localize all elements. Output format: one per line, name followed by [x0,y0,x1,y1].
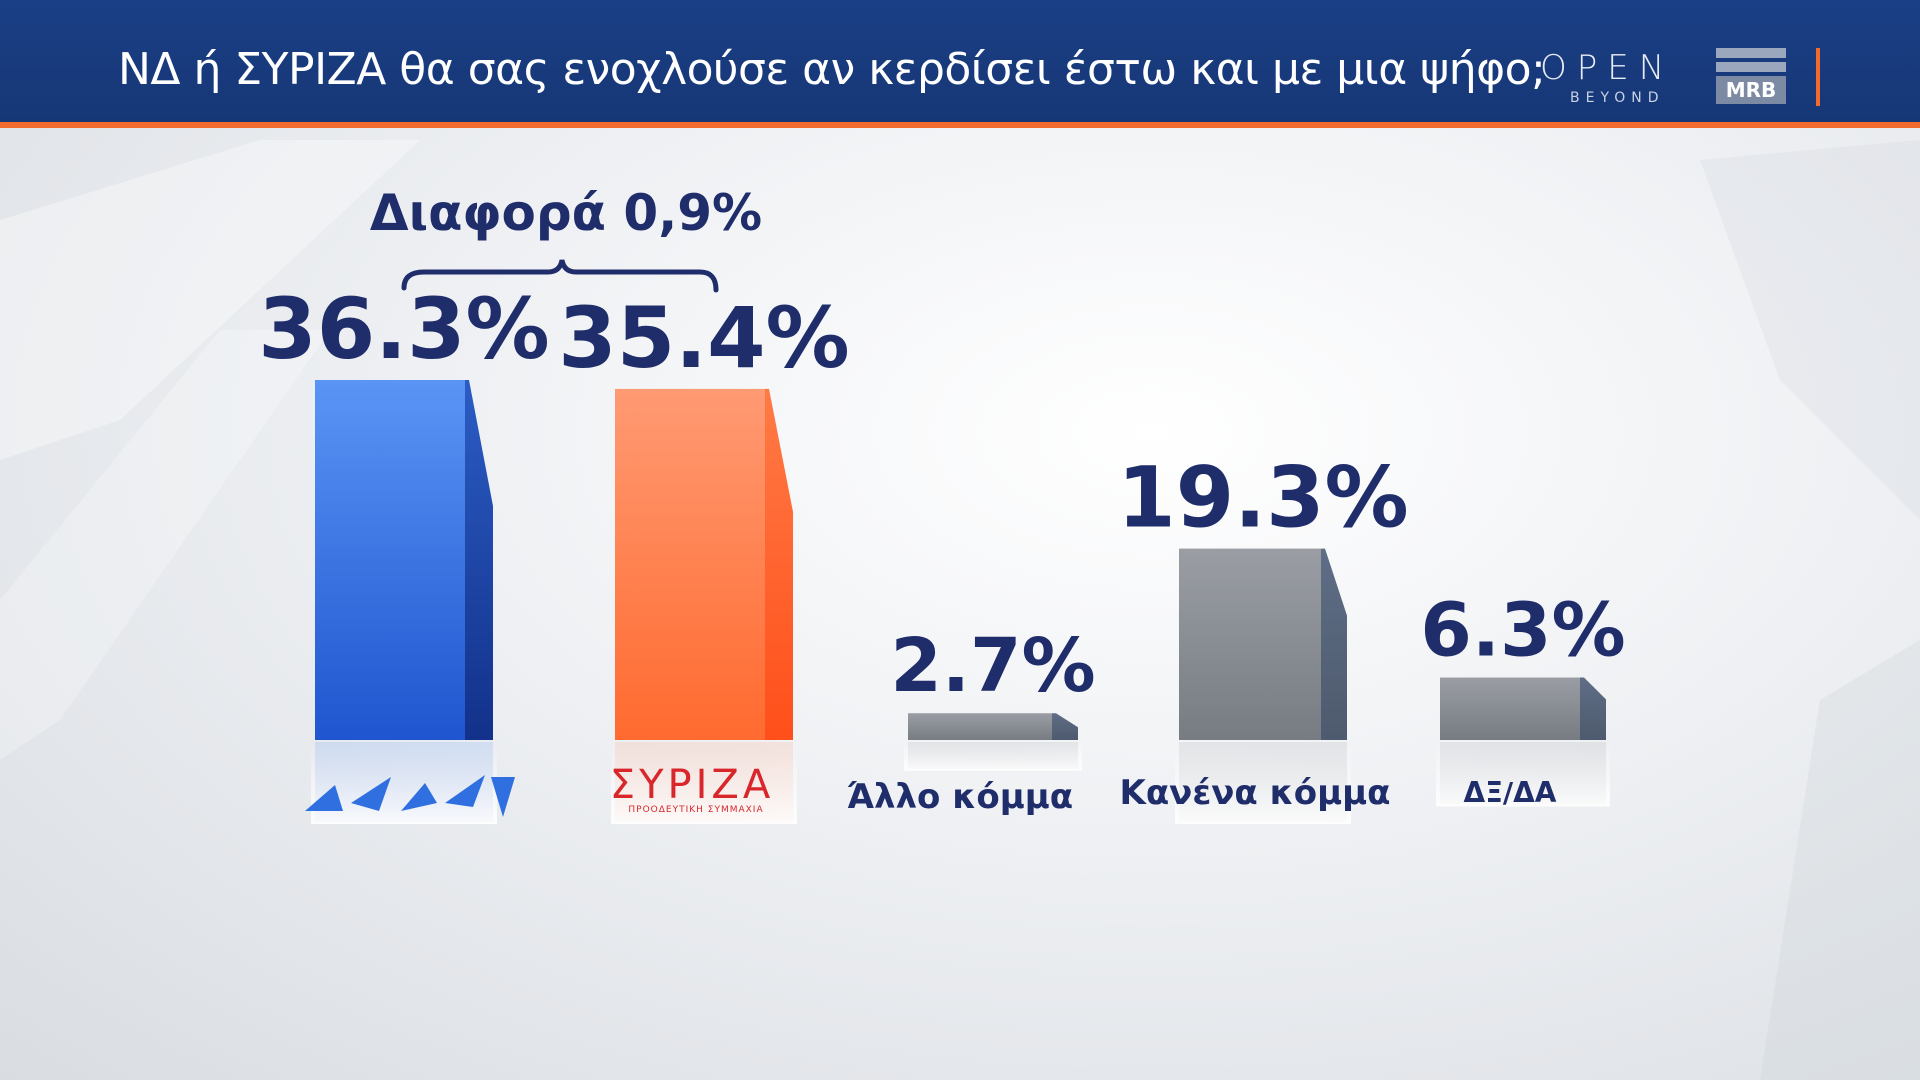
nd-logo-shape [305,785,343,811]
open-logo-sub: BEYOND [1570,90,1665,106]
syriza-logo-word: ΣΥΡΙΖΑ [610,762,774,808]
bar-group [1175,548,1351,824]
bar-reflection-fade [1436,742,1610,807]
mrb-logo-stripe [1716,48,1786,58]
bar-side [1321,548,1347,740]
nd-logo [305,775,515,817]
bar-side [765,388,793,740]
bar-group [611,388,797,824]
value-label: 2.7% [890,623,1095,709]
category-label: Κανένα κόμμα [1119,773,1390,813]
difference-label: Διαφορά 0,9% [370,184,762,242]
bar-side [1052,713,1078,740]
value-label: 35.4% [558,289,849,387]
value-label: 6.3% [1420,588,1625,674]
bar-group [904,713,1082,771]
category-label: ΔΞ/ΔΑ [1464,776,1557,809]
bar [615,388,765,740]
nd-logo-shape [401,783,437,811]
syriza-logo-sub: ΠΡΟΟΔΕΥΤΙΚΗ ΣΥΜΜΑΧΙΑ [628,805,763,815]
mrb-logo-label: MRB [1716,76,1786,104]
bars-layer [311,380,1610,824]
open-beyond-logo: OPEN BEYOND [1540,48,1680,110]
bar-reflection-fade [611,742,797,824]
bar-group [311,380,497,824]
mrb-logo-stripe [1716,62,1786,72]
bar [1440,677,1580,740]
header-bar: ΝΔ ή ΣΥΡΙΖΑ θα σας ενοχλούσε αν κερδίσει… [0,0,1920,128]
page-title: ΝΔ ή ΣΥΡΙΖΑ θα σας ενοχλούσε αν κερδίσει… [118,44,1546,95]
bar-reflection-fade [311,742,497,824]
bar-group [1436,677,1610,807]
bar-chart: 36.3% 35.4% 2.7% 19.3%6.3% ΣΥΡΙΖΑΠΡΟΟΔΕΥΤΙΚΗ… [258,184,1626,824]
value-label: 36.3% [258,280,549,378]
category-label: Άλλο κόμμα [847,777,1073,817]
header-accent-line [1816,48,1820,106]
bar [908,713,1052,740]
bar-reflection-fade [1175,742,1351,824]
mrb-logo: MRB [1716,48,1786,108]
bar [1179,548,1321,740]
bar-reflection-fade [904,742,1082,771]
difference-brace [401,259,719,293]
value-label: 19.3% [1117,449,1408,547]
nd-logo-shape [445,775,485,807]
labels-layer: 36.3% 35.4% 2.7% 19.3%6.3% ΣΥΡΙΖΑΠΡΟΟΔΕΥΤΙΚΗ… [258,280,1626,817]
open-logo-word: OPEN [1540,48,1675,88]
nd-logo-shape [351,777,391,811]
bar-side [1580,677,1606,740]
bar [315,380,465,740]
bar-side [465,380,493,740]
nd-logo-shape [491,777,515,817]
